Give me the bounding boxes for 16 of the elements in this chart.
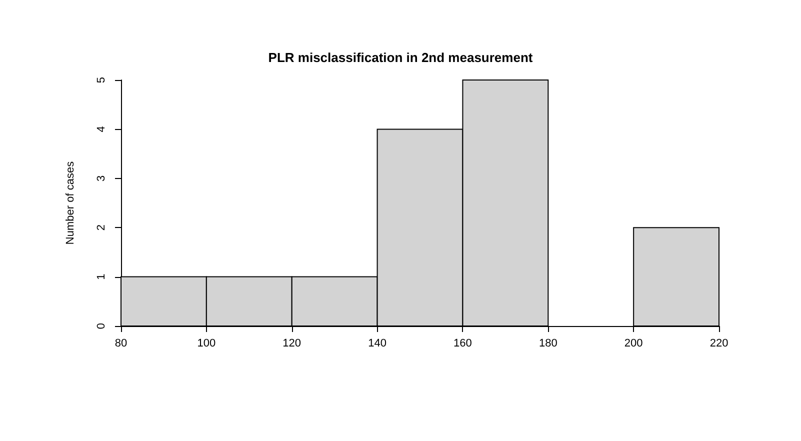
y-tick-label: 0 [96, 322, 108, 330]
x-tick-label: 100 [197, 338, 216, 350]
x-tick-label: 160 [454, 338, 472, 350]
x-tick-label: 200 [624, 338, 643, 350]
y-tick-label: 4 [96, 126, 108, 132]
x-tick-label: 180 [538, 338, 558, 350]
x-tick-label: 140 [368, 338, 386, 350]
chart-title: PLR misclassification in 2nd measurement [268, 50, 534, 65]
y-tick-label: 5 [96, 76, 108, 84]
x-tick-label: 220 [710, 338, 728, 350]
y-tick-label: 1 [96, 274, 108, 280]
x-tick-label: 120 [282, 338, 302, 350]
y-tick-label: 2 [96, 224, 108, 231]
x-tick-label: 80 [114, 338, 128, 350]
y-tick-label: 3 [96, 175, 108, 182]
y-axis-title: Number of cases [64, 160, 76, 245]
